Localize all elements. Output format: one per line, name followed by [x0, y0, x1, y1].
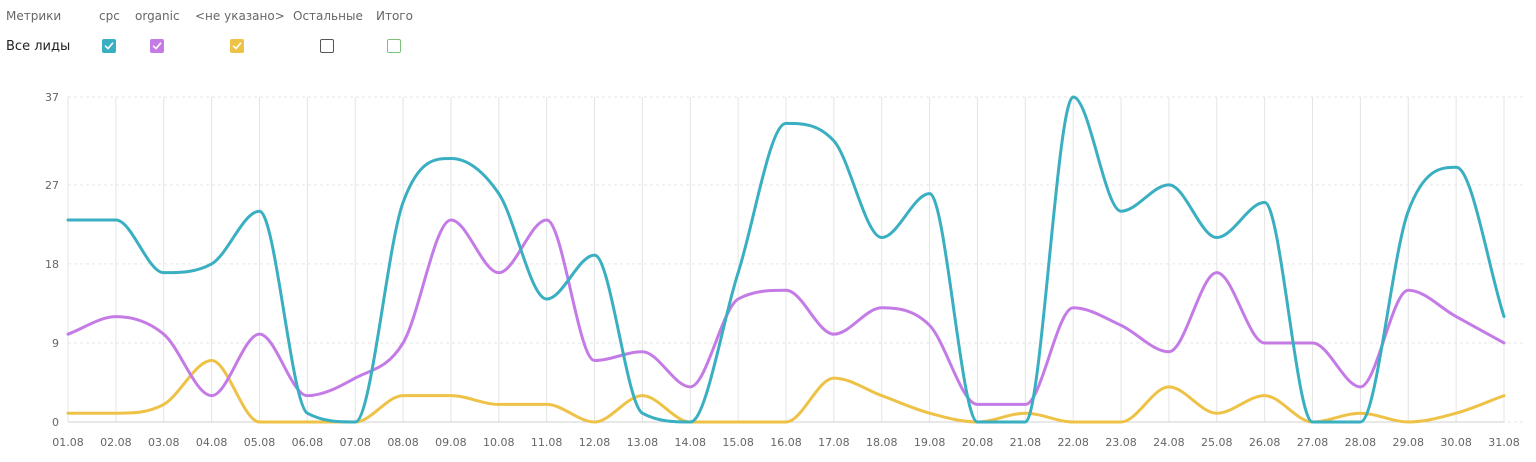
x-tick-label: 13.08 — [627, 436, 659, 449]
x-tick-label: 21.08 — [1010, 436, 1042, 449]
x-tick-label: 15.08 — [722, 436, 754, 449]
x-tick-label: 14.08 — [675, 436, 707, 449]
x-tick-label: 06.08 — [292, 436, 324, 449]
x-tick-label: 24.08 — [1153, 436, 1185, 449]
y-tick-label: 0 — [52, 416, 59, 429]
checkbox-others[interactable] — [320, 39, 334, 53]
x-tick-label: 16.08 — [770, 436, 802, 449]
x-tick-label: 22.08 — [1057, 436, 1089, 449]
x-tick-label: 01.08 — [52, 436, 84, 449]
checkbox-total[interactable] — [387, 39, 401, 53]
x-tick-label: 30.08 — [1440, 436, 1472, 449]
x-tick-label: 17.08 — [818, 436, 850, 449]
x-tick-label: 09.08 — [435, 436, 467, 449]
x-tick-label: 25.08 — [1201, 436, 1233, 449]
x-tick-label: 28.08 — [1345, 436, 1377, 449]
x-tick-label: 19.08 — [914, 436, 946, 449]
x-tick-label: 26.08 — [1249, 436, 1281, 449]
x-tick-label: 27.08 — [1297, 436, 1329, 449]
x-tick-label: 12.08 — [579, 436, 611, 449]
x-tick-label: 31.08 — [1488, 436, 1520, 449]
check-icon — [152, 42, 162, 50]
x-tick-label: 23.08 — [1105, 436, 1137, 449]
x-tick-label: 29.08 — [1393, 436, 1425, 449]
checkbox-organic[interactable] — [150, 39, 164, 53]
x-tick-label: 10.08 — [483, 436, 515, 449]
x-tick-label: 04.08 — [196, 436, 228, 449]
check-icon — [104, 42, 114, 50]
series-line-organic — [66, 218, 1506, 406]
series-line- — [66, 359, 1506, 424]
y-tick-label: 18 — [45, 258, 59, 271]
check-icon — [232, 42, 242, 50]
row-label-all-leads: Все лиды — [6, 39, 71, 54]
x-tick-label: 18.08 — [866, 436, 898, 449]
y-tick-label: 27 — [45, 179, 59, 192]
x-tick-label: 11.08 — [531, 436, 563, 449]
x-tick-label: 20.08 — [962, 436, 994, 449]
series-line-cpc — [66, 95, 1506, 424]
metrics-header-label: Метрики — [6, 9, 62, 23]
x-tick-label: 02.08 — [100, 436, 132, 449]
x-tick-label: 03.08 — [148, 436, 180, 449]
column-header-cpc: cpc — [99, 9, 120, 23]
checkbox-not-specified[interactable] — [230, 39, 244, 53]
x-tick-label: 07.08 — [339, 436, 371, 449]
x-tick-label: 05.08 — [244, 436, 276, 449]
checkbox-cpc[interactable] — [102, 39, 116, 53]
x-tick-label: 08.08 — [387, 436, 419, 449]
column-header-others: Остальные — [293, 9, 363, 23]
y-tick-label: 37 — [45, 91, 59, 104]
column-header-not-specified: <не указано> — [195, 9, 285, 23]
column-header-organic: organic — [135, 9, 180, 23]
column-header-total: Итого — [376, 9, 413, 23]
y-tick-label: 9 — [52, 337, 59, 350]
